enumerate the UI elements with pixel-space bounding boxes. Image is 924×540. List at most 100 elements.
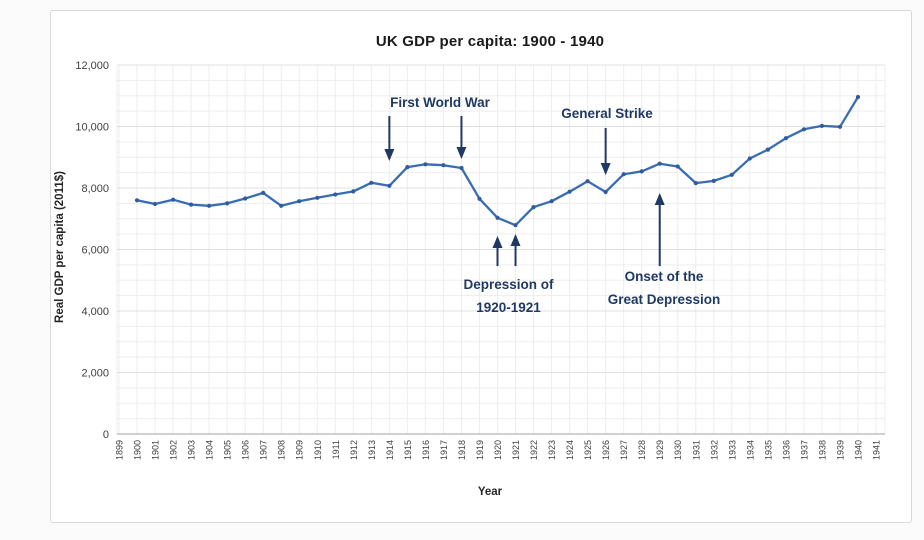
x-tick-label: 1906	[241, 440, 251, 460]
data-point-marker	[243, 196, 248, 201]
data-point-marker	[387, 183, 392, 188]
data-point-marker	[585, 179, 590, 184]
data-point-marker	[189, 202, 194, 207]
annotation-first-world-war: First World War	[359, 91, 521, 114]
data-point-marker	[459, 165, 464, 171]
annotation-depression-1920-1921: Depression of 1920-1921	[427, 273, 590, 319]
data-point-marker	[513, 223, 518, 228]
x-tick-label: 1930	[673, 440, 683, 460]
x-tick-label: 1927	[619, 440, 629, 460]
data-point-marker	[207, 203, 212, 208]
data-point-marker	[729, 172, 734, 177]
data-point-marker	[765, 147, 771, 152]
data-point-marker	[279, 203, 284, 208]
y-tick-label: 12,000	[75, 60, 109, 72]
data-point-marker	[675, 164, 680, 169]
x-tick-label: 1903	[187, 440, 197, 460]
annotation-depression-line1: Depression of	[463, 277, 554, 292]
annotation-onset-line2: Great Depression	[607, 292, 721, 307]
data-point-marker	[333, 192, 338, 197]
y-tick-label: 2,000	[81, 368, 109, 380]
data-point-marker	[693, 181, 698, 186]
x-tick-label: 1901	[151, 440, 161, 460]
data-point-marker	[369, 180, 374, 185]
x-tick-label: 1936	[781, 440, 791, 460]
x-tick-label: 1912	[349, 440, 359, 460]
x-tick-label: 1934	[745, 440, 755, 460]
x-tick-label: 1917	[439, 440, 449, 460]
data-point-marker	[711, 178, 716, 183]
x-tick-label: 1909	[295, 440, 305, 460]
x-tick-label: 1926	[601, 440, 611, 460]
x-tick-label: 1925	[583, 440, 593, 460]
x-tick-label: 1907	[259, 440, 269, 460]
annotation-depression-line2: 1920-1921	[476, 300, 541, 315]
y-axis-title: Real GDP per capita (2011$)	[54, 171, 66, 323]
x-tick-label: 1902	[169, 440, 179, 460]
data-point-marker	[783, 136, 789, 141]
data-point-marker	[405, 165, 410, 170]
y-tick-label: 10,000	[75, 122, 109, 134]
x-tick-label: 1932	[709, 440, 719, 460]
data-point-marker	[261, 190, 266, 195]
data-point-marker	[567, 189, 572, 194]
x-tick-label: 1913	[367, 440, 377, 460]
x-tick-label: 1928	[637, 440, 647, 460]
data-point-marker	[657, 161, 662, 166]
annotation-first-world-war-label: First World War	[390, 95, 490, 110]
data-point-marker	[639, 169, 644, 174]
x-tick-label: 1940	[853, 440, 863, 460]
data-point-marker	[531, 205, 536, 210]
data-point-marker	[225, 201, 230, 206]
annotation-general-strike-label: General Strike	[561, 106, 653, 121]
data-point-marker	[423, 162, 428, 167]
data-point-marker	[855, 94, 861, 100]
data-point-marker	[477, 196, 482, 201]
data-point-marker	[315, 195, 320, 200]
x-tick-label: 1899	[115, 440, 125, 460]
x-tick-label: 1918	[457, 440, 467, 460]
y-tick-label: 0	[103, 429, 109, 441]
x-tick-label: 1905	[223, 440, 233, 460]
data-point-marker	[152, 201, 158, 207]
data-point-marker	[134, 198, 140, 203]
x-tick-label: 1933	[727, 440, 737, 460]
x-tick-label: 1914	[385, 440, 395, 460]
data-point-marker	[351, 189, 356, 194]
data-point-marker	[297, 199, 302, 204]
data-point-marker	[549, 199, 554, 204]
x-tick-label: 1923	[547, 440, 557, 460]
gdp-line-chart: 0 2,000 4,000 6,000 8,000 10,000 12,000 1899 190…	[75, 60, 886, 460]
annotation-onset-great-depression: Onset of the Great Depression	[583, 265, 745, 311]
chart-panel: 0 2,000 4,000 6,000 8,000 10,000 12,000 1899 190…	[50, 10, 912, 523]
y-tick-label: 6,000	[81, 245, 109, 257]
x-tick-label: 1910	[313, 440, 323, 460]
data-point-marker	[747, 156, 752, 161]
data-point-marker	[603, 189, 608, 195]
data-point-marker	[801, 127, 807, 132]
x-tick-label: 1908	[277, 440, 287, 460]
x-tick-label: 1916	[421, 440, 431, 460]
x-tick-label: 1939	[835, 440, 845, 460]
x-tick-label: 1904	[205, 440, 215, 460]
data-point-marker	[819, 123, 825, 128]
data-point-marker	[495, 215, 500, 220]
x-tick-label: 1919	[475, 440, 485, 460]
x-tick-label: 1938	[817, 440, 827, 460]
data-point-marker	[171, 197, 176, 202]
y-tick-label: 4,000	[81, 306, 109, 318]
x-tick-label: 1937	[799, 440, 809, 460]
x-tick-label: 1924	[565, 440, 575, 460]
x-tick-label: 1900	[133, 440, 143, 460]
annotation-onset-line1: Onset of the	[624, 269, 704, 284]
x-tick-label: 1941	[872, 440, 882, 460]
data-point-marker	[621, 172, 626, 177]
x-tick-label: 1931	[691, 440, 701, 460]
x-tick-label: 1929	[655, 440, 665, 460]
x-tick-label: 1935	[763, 440, 773, 460]
chart-title: UK GDP per capita: 1900 - 1940	[375, 33, 605, 50]
x-tick-label: 1922	[529, 440, 539, 460]
x-tick-label: 1911	[331, 440, 341, 459]
x-tick-label: 1921	[511, 440, 521, 460]
